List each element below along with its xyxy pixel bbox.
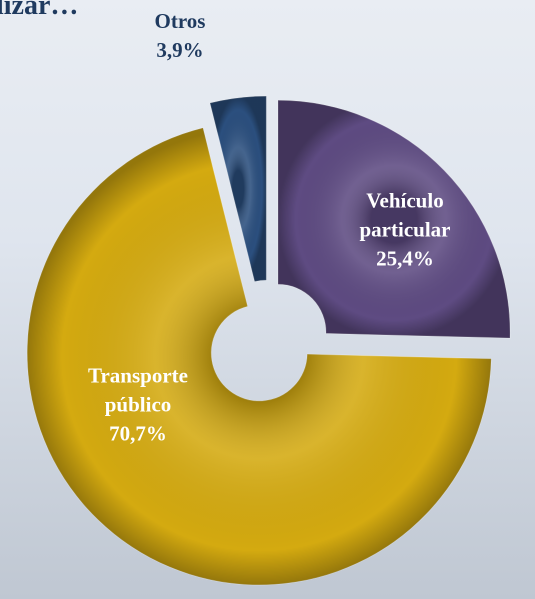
value-label: 70,7% [109, 421, 167, 446]
data-label: Transporte público 70,7% [68, 362, 208, 449]
category-label: Transporte público [88, 363, 188, 417]
category-label: Otros [154, 9, 206, 33]
value-label: 3,9% [156, 38, 204, 62]
value-label: 25,4% [376, 246, 434, 271]
category-label: Vehículo particular [359, 188, 451, 242]
data-label: Vehículo particular 25,4% [335, 187, 475, 274]
chart-title: lizar… [0, 0, 79, 21]
data-label: Otros 3,9% [120, 7, 240, 65]
